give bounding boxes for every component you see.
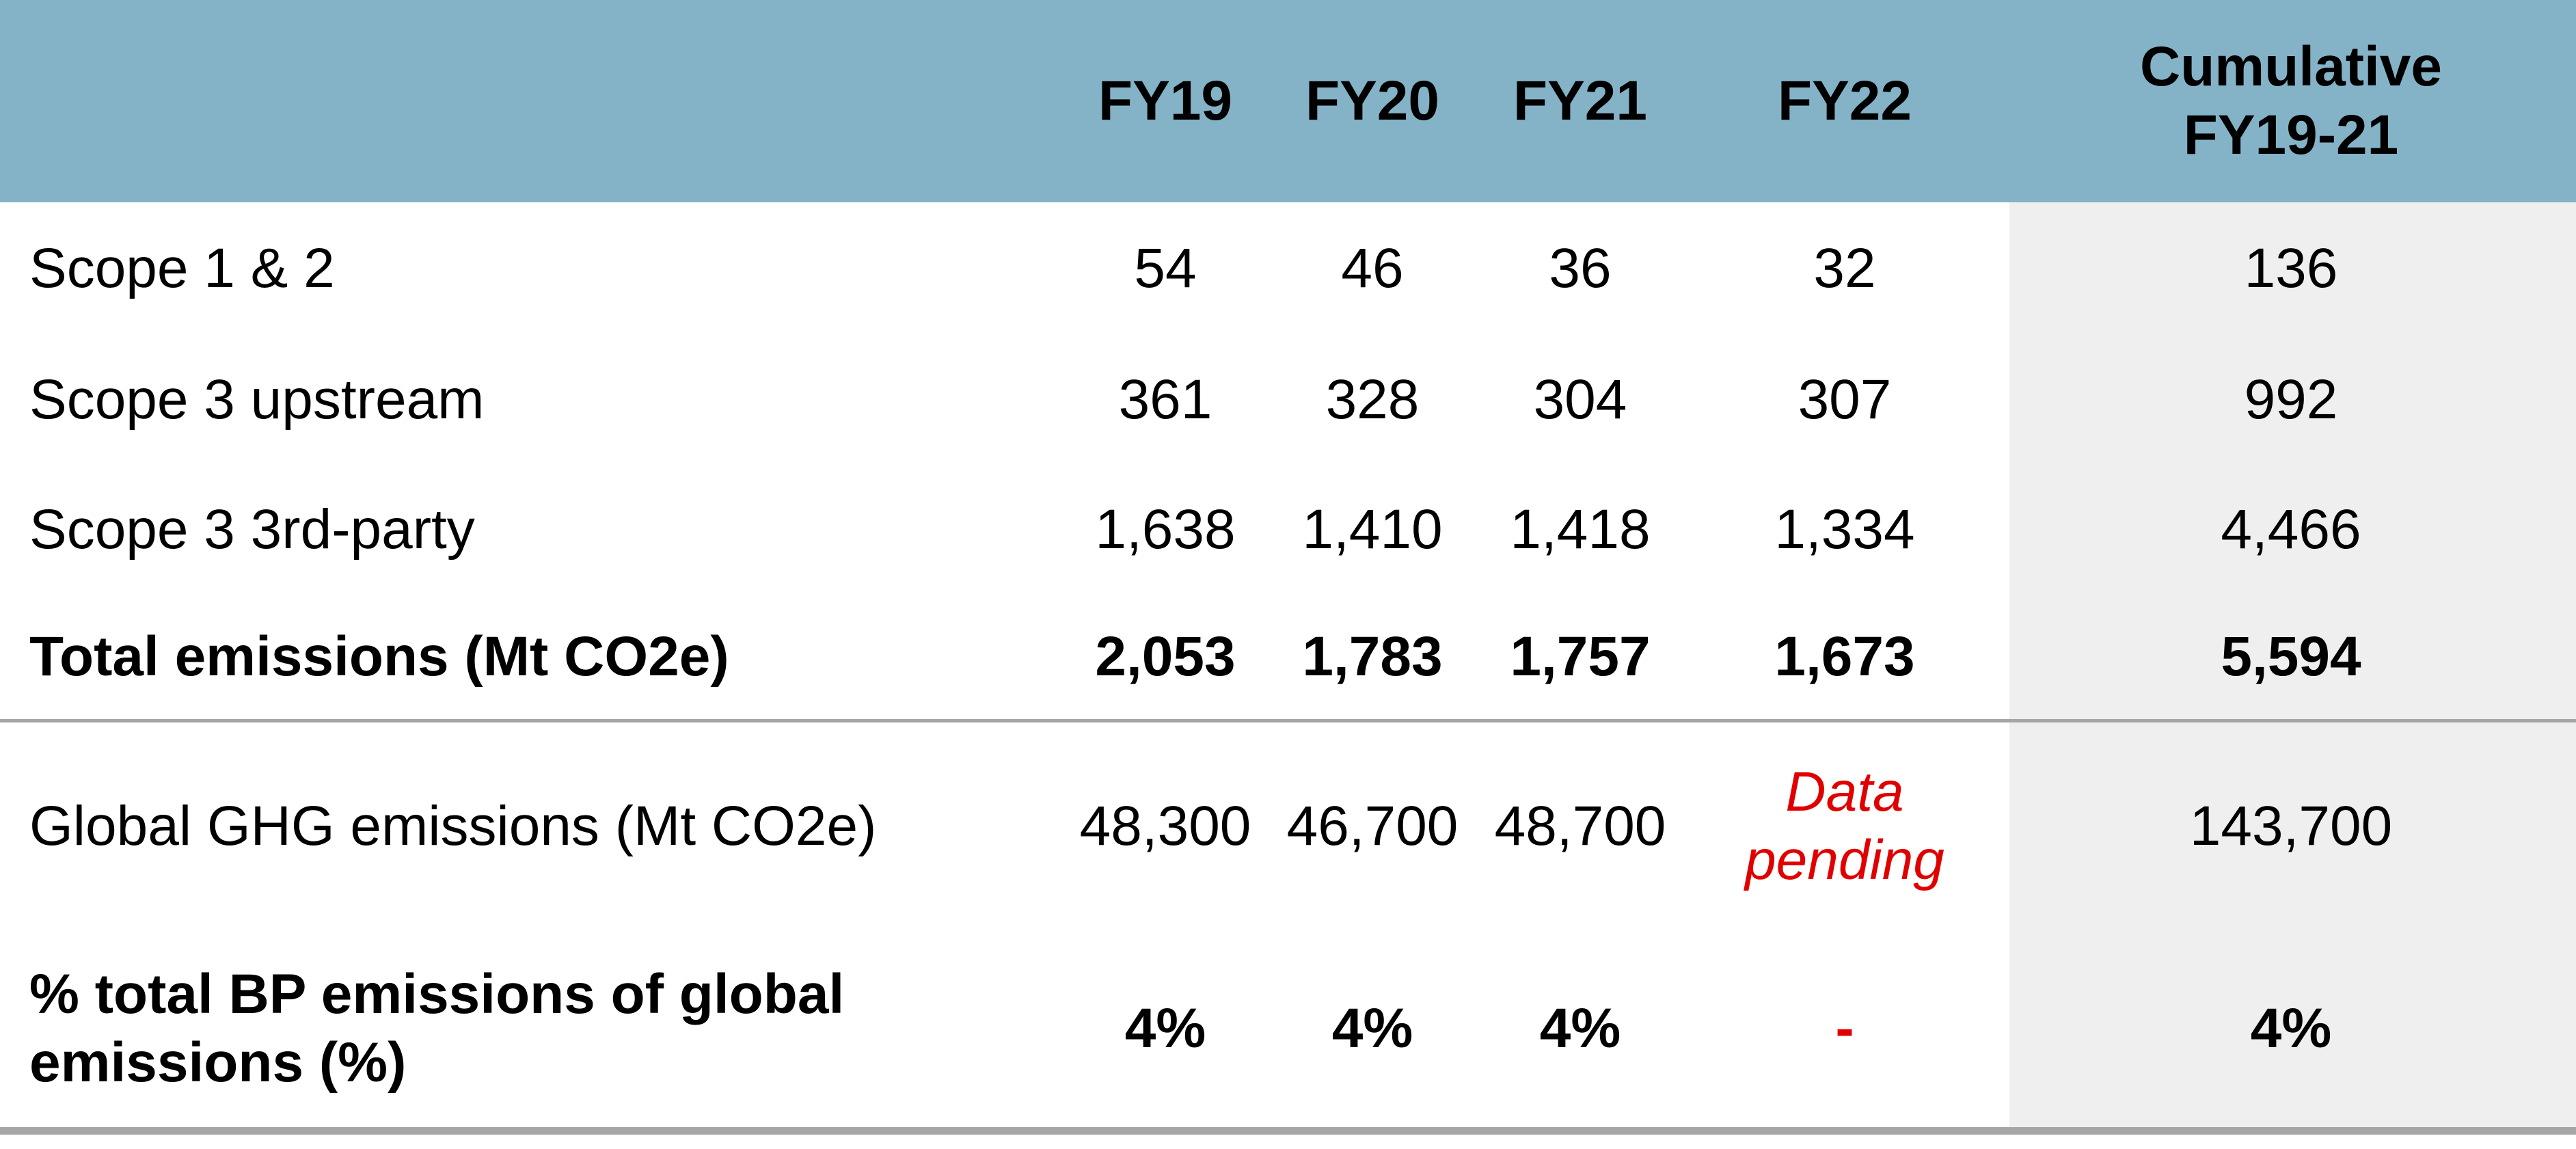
table-cell: 1,673 bbox=[1774, 625, 1915, 688]
table-cell: 54 bbox=[1134, 236, 1197, 299]
table-cell: 4% bbox=[1124, 997, 1206, 1059]
column-header: FY20 bbox=[1305, 69, 1439, 132]
table-cell: 136 bbox=[2244, 236, 2338, 299]
table-cell: 992 bbox=[2244, 368, 2338, 431]
table-cell: 2,053 bbox=[1095, 625, 1236, 688]
table-cell: 143,700 bbox=[2189, 794, 2393, 857]
table-cell: 48,300 bbox=[1079, 794, 1251, 857]
table-cell: 4% bbox=[1331, 997, 1413, 1059]
row-label: % total BP emissions of global emissions… bbox=[29, 962, 845, 1094]
bottom-line bbox=[0, 1127, 2576, 1135]
row-label: Global GHG emissions (Mt CO2e) bbox=[29, 794, 877, 857]
table-cell: 4,466 bbox=[2221, 498, 2361, 560]
column-header: FY19 bbox=[1098, 69, 1232, 132]
column-header: FY22 bbox=[1778, 69, 1912, 132]
table-cell: 4% bbox=[1539, 997, 1621, 1059]
table-cell: - bbox=[1835, 997, 1854, 1059]
table-cell: 1,418 bbox=[1510, 498, 1651, 560]
table-cell: 1,410 bbox=[1302, 498, 1443, 560]
table-cell: 46,700 bbox=[1286, 794, 1459, 857]
row-label: Scope 1 & 2 bbox=[29, 236, 335, 299]
table-cell: 32 bbox=[1813, 236, 1876, 299]
separator-line bbox=[0, 719, 2576, 722]
table-cell: 1,638 bbox=[1095, 498, 1236, 560]
table-cell: 1,757 bbox=[1510, 625, 1651, 688]
table-cell: 304 bbox=[1533, 368, 1627, 431]
row-label: Total emissions (Mt CO2e) bbox=[29, 625, 729, 688]
column-header: FY21 bbox=[1513, 69, 1647, 132]
table-cell: Data pending bbox=[1745, 760, 1944, 891]
table-cell: 328 bbox=[1325, 368, 1420, 431]
table-cell: 46 bbox=[1341, 236, 1404, 299]
table-cell: 48,700 bbox=[1494, 794, 1666, 857]
column-header: Cumulative FY19-21 bbox=[2140, 35, 2442, 166]
table-cell: 361 bbox=[1118, 368, 1212, 431]
table-cell: 5,594 bbox=[2221, 625, 2361, 688]
table-cell: 307 bbox=[1798, 368, 1892, 431]
cumulative-column-background bbox=[2009, 202, 2576, 1128]
table-cell: 1,783 bbox=[1302, 625, 1443, 688]
table-cell: 1,334 bbox=[1774, 498, 1915, 560]
row-label: Scope 3 3rd-party bbox=[29, 498, 475, 560]
table-cell: 36 bbox=[1549, 236, 1612, 299]
row-label: Scope 3 upstream bbox=[29, 368, 485, 431]
header-background bbox=[0, 0, 2576, 202]
table-cell: 4% bbox=[2250, 997, 2332, 1059]
